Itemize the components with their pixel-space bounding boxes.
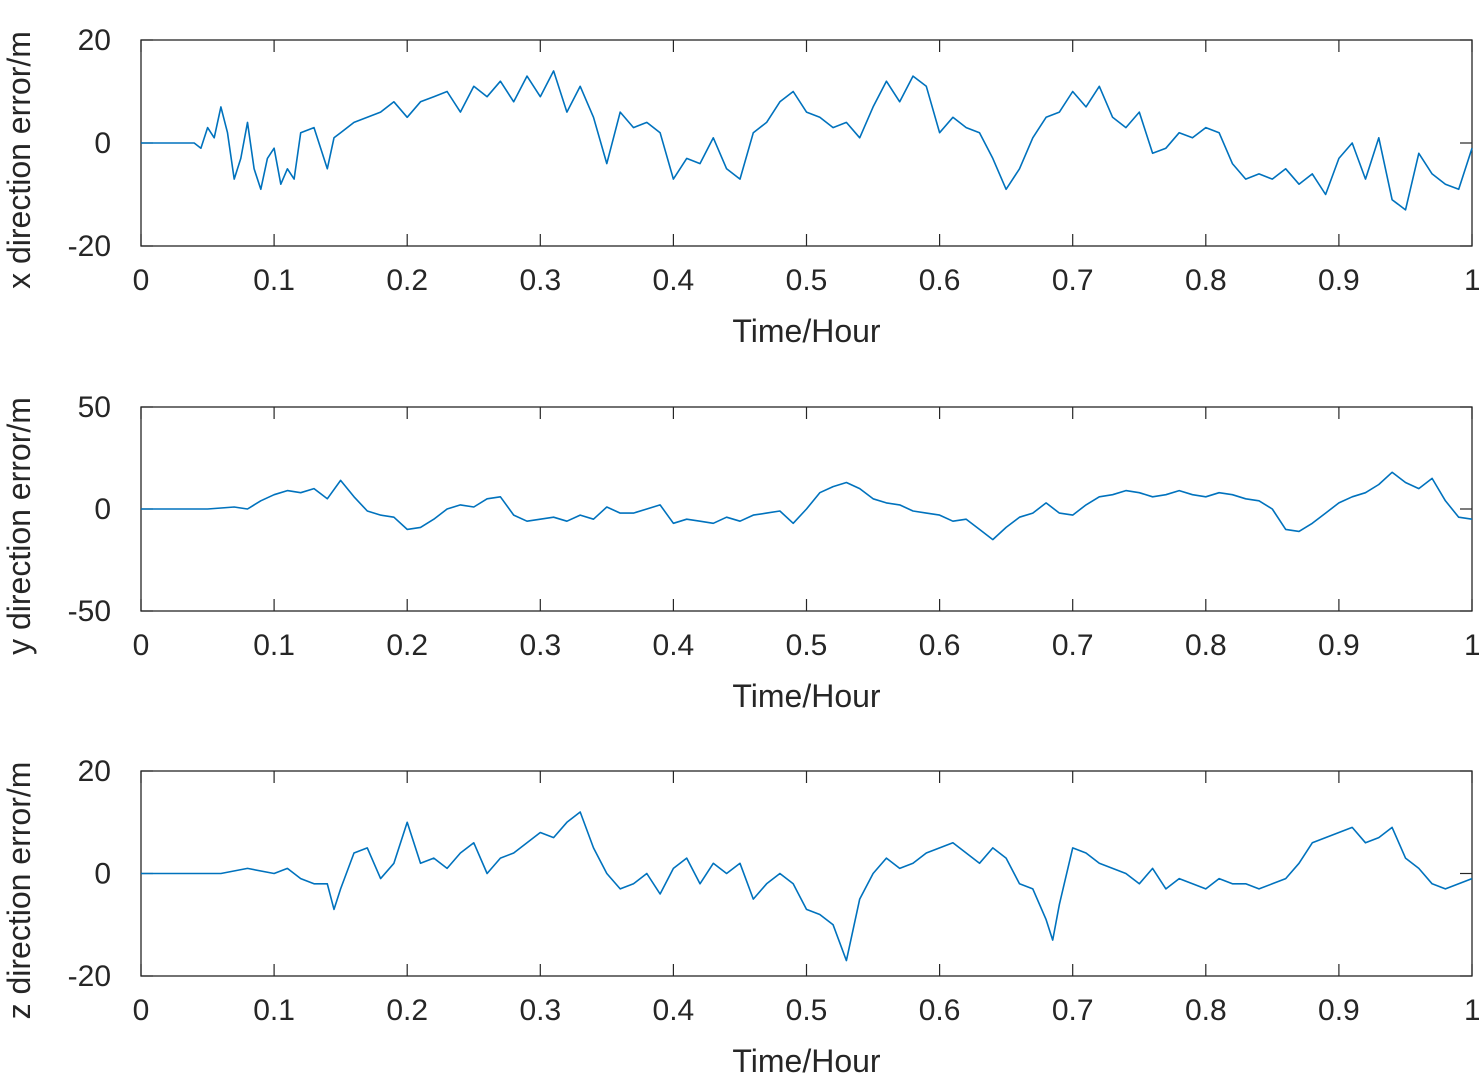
- x-tick-label: 0: [133, 264, 150, 297]
- x-tick-label: 0.4: [653, 994, 695, 1027]
- x-tick-label: 0.4: [653, 629, 695, 662]
- x-tick-label: 0.3: [519, 264, 561, 297]
- axes-box: [140, 770, 1473, 977]
- x-tick-label: 0.2: [386, 994, 428, 1027]
- x-tick-label: 0.6: [919, 994, 961, 1027]
- x-tick-label: 0.9: [1318, 629, 1360, 662]
- x-tick-label: 0: [133, 994, 150, 1027]
- x-axis-label: Time/Hour: [732, 1043, 881, 1077]
- subplot-3: 0 0.1 0.2 0.3 0.4 0.5 0.6 0.7 0.8 0.9 1 -20 0 20 Time/…: [1, 755, 1479, 1077]
- x-tick-label: 0.3: [519, 629, 561, 662]
- axes-box: [140, 39, 1473, 247]
- x-tick-label: 0.5: [786, 629, 828, 662]
- x-tick-label: 0.8: [1185, 994, 1227, 1027]
- y-tick-label: 20: [78, 24, 111, 57]
- x-tick-label: 0.1: [253, 264, 295, 297]
- x-tick-label: 1: [1464, 994, 1479, 1027]
- x-tick-label: 0.2: [386, 629, 428, 662]
- series-line-1: [141, 811, 1473, 962]
- x-tick-label: 0.8: [1185, 629, 1227, 662]
- x-tick-label: 0.5: [786, 264, 828, 297]
- y-tick-label: -20: [68, 960, 111, 993]
- x-tick-label: 0.9: [1318, 994, 1360, 1027]
- x-tick-label: 0.9: [1318, 264, 1360, 297]
- series-line-1: [141, 70, 1473, 211]
- y-axis-label: y direction error/m: [1, 397, 37, 655]
- x-tick-label: 0.4: [653, 264, 695, 297]
- x-tick-label: 0.1: [253, 629, 295, 662]
- x-tick-label: 0: [133, 629, 150, 662]
- x-tick-label: 0.1: [253, 994, 295, 1027]
- series-line-1: [141, 471, 1473, 541]
- y-tick-label: 0: [94, 858, 111, 891]
- x-tick-label: 0.2: [386, 264, 428, 297]
- x-tick-label: 0.7: [1052, 994, 1094, 1027]
- y-axis-label: z direction error/m: [1, 762, 37, 1020]
- x-tick-label: 0.6: [919, 264, 961, 297]
- subplot-1: 0 0.1 0.2 0.3 0.4 0.5 0.6 0.7 0.8 0.9 1 -20 0 20 Time/…: [1, 24, 1479, 349]
- x-tick-label: 0.7: [1052, 264, 1094, 297]
- x-tick-label: 1: [1464, 264, 1479, 297]
- x-tick-label: 0.8: [1185, 264, 1227, 297]
- y-tick-label: 20: [78, 755, 111, 788]
- y-tick-label: -50: [68, 595, 111, 628]
- x-tick-label: 0.7: [1052, 629, 1094, 662]
- y-tick-label: 0: [94, 493, 111, 526]
- x-tick-label: 0.6: [919, 629, 961, 662]
- x-axis-label: Time/Hour: [732, 678, 881, 714]
- subplot-2: 0 0.1 0.2 0.3 0.4 0.5 0.6 0.7 0.8 0.9 1 -50 0 50 Time/…: [1, 391, 1479, 714]
- y-tick-label: 0: [94, 127, 111, 160]
- x-tick-label: 0.5: [786, 994, 828, 1027]
- x-tick-label: 0.3: [519, 994, 561, 1027]
- y-axis-label: x direction error/m: [1, 31, 37, 289]
- x-axis-label: Time/Hour: [732, 313, 881, 349]
- y-tick-label: 50: [78, 391, 111, 424]
- x-tick-label: 1: [1464, 629, 1479, 662]
- y-tick-label: -20: [68, 230, 111, 263]
